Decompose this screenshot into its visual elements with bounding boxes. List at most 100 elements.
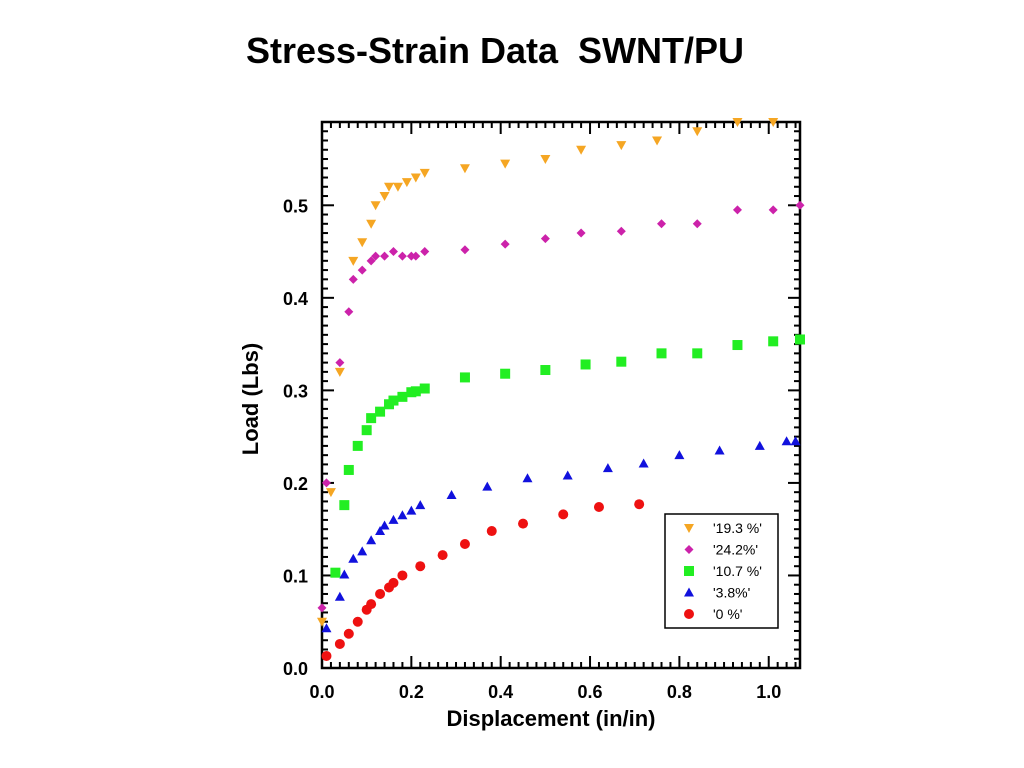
legend: '19.3 %' '24.2%' '10.7 %' '3.8%' '0 %' [664,513,779,629]
y-tick-label: 0.5 [283,196,308,216]
data-point [616,226,626,236]
data-point [656,348,667,359]
data-point [576,228,586,238]
data-point [415,500,426,510]
data-point [330,567,341,578]
data-point [406,505,417,515]
data-point [437,550,448,561]
data-point [380,251,390,261]
data-point [375,588,386,599]
data-point [375,526,386,536]
data-point [459,372,470,383]
data-point [576,145,587,155]
y-axis-label: Load (Lbs) [238,343,263,455]
legend-entry: '10.7 %' [713,563,762,579]
legend-marker [684,609,694,619]
data-point [317,603,327,613]
data-point [790,436,801,446]
series-4 [321,499,645,661]
data-point [397,570,408,581]
data-point [692,348,703,359]
data-point [339,569,350,579]
data-point [419,383,430,394]
data-point [388,577,399,588]
data-point [486,526,497,537]
chart-title: Stress-Strain Data SWNT/PU [245,30,745,71]
series-3 [321,436,801,633]
data-point [371,251,381,261]
data-point [334,591,345,601]
data-point [674,450,685,460]
data-point [768,336,779,347]
data-point [344,307,354,317]
data-point [397,251,407,261]
data-point [638,458,649,468]
data-point [634,499,645,510]
y-tick-label: 0.0 [283,659,308,679]
data-point [446,489,457,499]
data-point [384,182,395,192]
data-point [482,481,493,491]
legend-marker [684,587,694,597]
data-points [317,118,805,661]
data-point [321,478,331,488]
data-point [348,274,358,284]
y-tick-label: 0.3 [283,381,308,401]
data-point [795,200,805,210]
data-point [379,192,390,202]
data-point [339,500,350,511]
plot-border [320,120,802,670]
data-point [357,546,368,556]
data-point [370,201,381,211]
data-point [357,265,367,275]
data-point [401,178,412,188]
legend-entry: '24.2%' [713,542,758,558]
data-point [754,440,765,450]
series-1 [317,200,805,613]
data-point [616,356,627,367]
legend-marker [684,566,694,576]
data-point [420,247,430,257]
data-point [657,219,667,229]
data-point [732,340,743,351]
legend-entry: '19.3 %' [713,520,762,536]
data-point [781,436,792,446]
data-point [366,599,377,610]
axis-ticks [321,121,800,669]
data-point [459,538,470,549]
data-point [321,623,332,633]
data-point [348,553,359,563]
data-point [795,334,805,345]
tick-labels: 0.0 0.2 0.4 0.6 0.8 1.0 0.0 0.1 0.2 0.3 0.4 0.5 [283,196,781,702]
legend-entry: '3.8%' [713,585,750,601]
data-point [397,391,408,402]
data-point [334,638,345,649]
data-point [768,118,779,127]
data-point [348,256,359,266]
data-point [562,470,573,480]
series-2 [330,334,805,578]
data-point [540,155,551,165]
legend-marker [684,545,694,554]
data-point [652,136,663,146]
data-point [616,141,627,151]
data-point [692,127,703,137]
x-axis-label: Displacement (in/in) [446,706,655,731]
data-point [392,182,403,192]
data-point [388,247,398,257]
legend-box [664,513,779,629]
legend-entry: '0 %' [713,606,742,622]
data-point [540,365,551,376]
data-point [518,518,529,529]
data-point [317,617,327,627]
data-point [388,395,399,406]
data-point [361,425,372,436]
data-point [602,463,613,473]
data-point [593,501,604,512]
data-point [352,616,363,627]
y-tick-label: 0.2 [283,474,308,494]
y-tick-label: 0.4 [283,289,308,309]
data-point [692,219,702,229]
data-point [352,440,363,451]
data-point [419,168,430,178]
